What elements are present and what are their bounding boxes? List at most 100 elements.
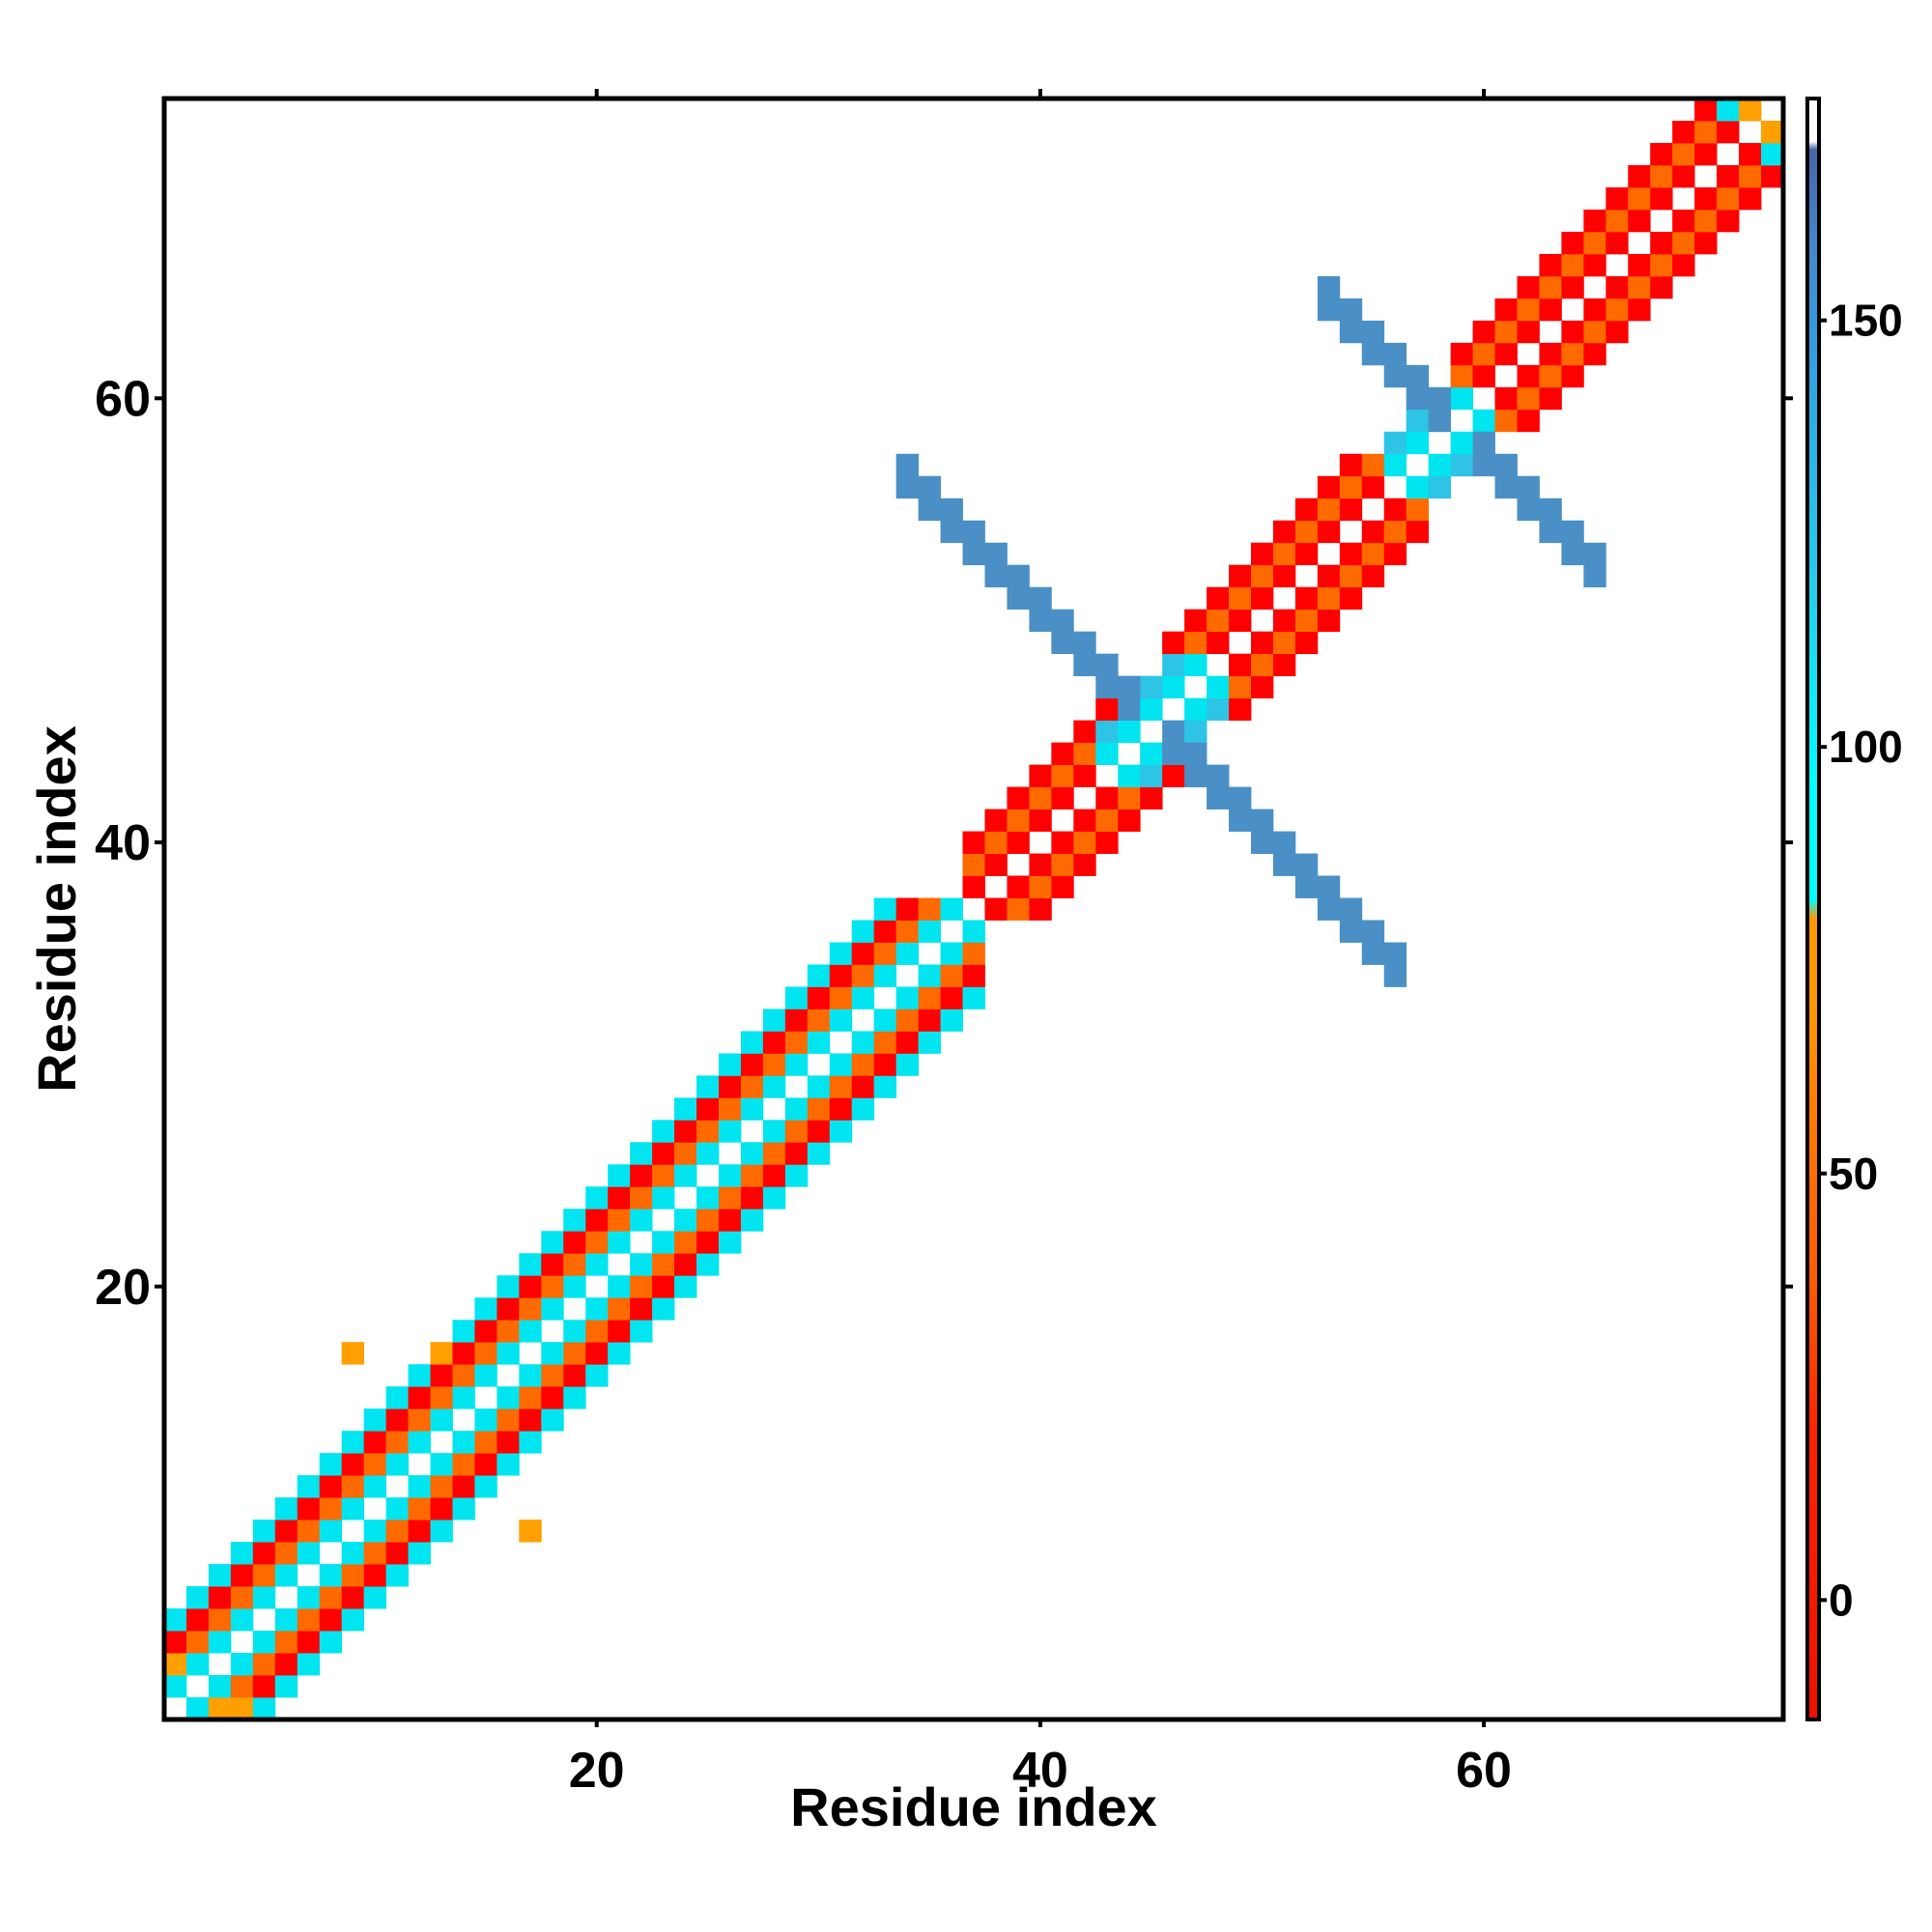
heatmap-cell (984, 831, 1008, 854)
heatmap-cell (1717, 120, 1740, 144)
heatmap-cell (807, 1031, 831, 1054)
heatmap-cell (585, 1208, 609, 1232)
heatmap-cell (1294, 631, 1319, 655)
heatmap-cell (1583, 542, 1606, 566)
heatmap-cell (1761, 120, 1784, 144)
heatmap-cell (630, 1142, 653, 1165)
heatmap-cell (895, 453, 919, 477)
heatmap-cell (297, 1586, 321, 1609)
heatmap-cell (851, 986, 875, 1009)
heatmap-cell (1605, 209, 1629, 233)
heatmap-cell (807, 1075, 831, 1098)
heatmap-cell (696, 1142, 720, 1165)
heatmap-cell (630, 1320, 653, 1343)
heatmap-cell (541, 1231, 564, 1254)
heatmap-cell (807, 1142, 831, 1165)
heatmap-cell (1672, 164, 1695, 188)
x-axis-title: Residue index (790, 1776, 1157, 1837)
heatmap-cell (585, 1231, 609, 1254)
heatmap-cell (474, 1364, 497, 1387)
heatmap-cell (1294, 853, 1319, 876)
heatmap-cell (452, 1364, 475, 1387)
heatmap-cell (1739, 164, 1762, 188)
heatmap-cell (740, 1142, 764, 1165)
heatmap-cell (208, 1675, 232, 1698)
heatmap-cell (696, 1253, 720, 1276)
heatmap-cell (1561, 520, 1584, 544)
heatmap-cell (1339, 542, 1363, 566)
heatmap-cell (1339, 564, 1363, 588)
heatmap-cell (1406, 431, 1430, 455)
heatmap-cell (541, 1408, 564, 1432)
heatmap-cell (740, 1186, 764, 1209)
heatmap-cell (563, 1231, 586, 1254)
heatmap-cell (962, 920, 985, 943)
heatmap-cell (829, 986, 853, 1009)
heatmap-cell (1361, 942, 1385, 965)
heatmap-cell (1073, 831, 1096, 854)
heatmap-cell (274, 1497, 298, 1520)
heatmap-cell (918, 986, 941, 1009)
heatmap-cell (1339, 920, 1363, 943)
heatmap-cell (341, 1608, 365, 1632)
heatmap-cell (940, 986, 963, 1009)
heatmap-cell (341, 1342, 365, 1365)
heatmap-cell (1539, 253, 1562, 277)
heatmap-cell (1494, 320, 1518, 344)
heatmap-cell (585, 1253, 609, 1276)
heatmap-cell (1007, 786, 1030, 810)
heatmap-cell (1140, 742, 1163, 765)
heatmap-cell (608, 1342, 631, 1365)
heatmap-cell (918, 497, 941, 522)
heatmap-cell (385, 1520, 409, 1543)
heatmap-cell (674, 1120, 697, 1143)
heatmap-cell (1539, 298, 1562, 322)
y-tick-label: 60 (95, 371, 151, 427)
heatmap-cell (1361, 564, 1385, 588)
heatmap-cell (164, 1653, 187, 1676)
heatmap-cell (363, 1453, 386, 1476)
heatmap-cell (1162, 653, 1185, 677)
heatmap-cell (230, 1542, 254, 1565)
heatmap-cell (430, 1453, 453, 1476)
heatmap-cell (1672, 253, 1695, 277)
heatmap-cell (297, 1475, 321, 1498)
heatmap-cell (474, 1475, 497, 1498)
heatmap-cell (319, 1608, 343, 1632)
heatmap-cell (1229, 586, 1252, 611)
heatmap-cells (164, 99, 1784, 1720)
heatmap-cell (608, 1186, 631, 1209)
heatmap-cell (784, 1053, 809, 1076)
heatmap-cell (1428, 475, 1452, 499)
heatmap-cell (519, 1520, 542, 1543)
heatmap-cell (1140, 675, 1163, 699)
heatmap-cell (1628, 164, 1651, 188)
heatmap-cell (497, 1408, 520, 1432)
heatmap-cell (1694, 186, 1718, 211)
heatmap-cell (474, 1297, 497, 1321)
heatmap-cell (608, 1208, 631, 1232)
heatmap-cell (408, 1431, 431, 1454)
heatmap-cell (1472, 342, 1495, 366)
heatmap-cell (252, 1564, 276, 1587)
colorbar-gradient (1805, 97, 1821, 1721)
heatmap-cell (762, 1142, 786, 1165)
heatmap-cell (230, 1586, 254, 1609)
colorbar-tick-label: 50 (1829, 1149, 1878, 1199)
heatmap-cell (452, 1475, 475, 1498)
heatmap-cell (674, 1097, 697, 1121)
heatmap-cell (341, 1453, 365, 1476)
heatmap-cell (1140, 786, 1163, 810)
heatmap-cell (519, 1431, 542, 1454)
heatmap-cell (1184, 631, 1208, 655)
heatmap-cell (674, 1142, 697, 1165)
heatmap-cell (696, 1186, 720, 1209)
heatmap-cell (563, 1208, 586, 1232)
plot-frame (161, 96, 1786, 1722)
heatmap-cell (563, 1386, 586, 1409)
heatmap-cell (164, 1631, 187, 1654)
heatmap-cell (1007, 897, 1030, 921)
heatmap-cell (762, 1186, 786, 1209)
heatmap-cell (319, 1453, 343, 1476)
heatmap-cell (1383, 542, 1407, 566)
